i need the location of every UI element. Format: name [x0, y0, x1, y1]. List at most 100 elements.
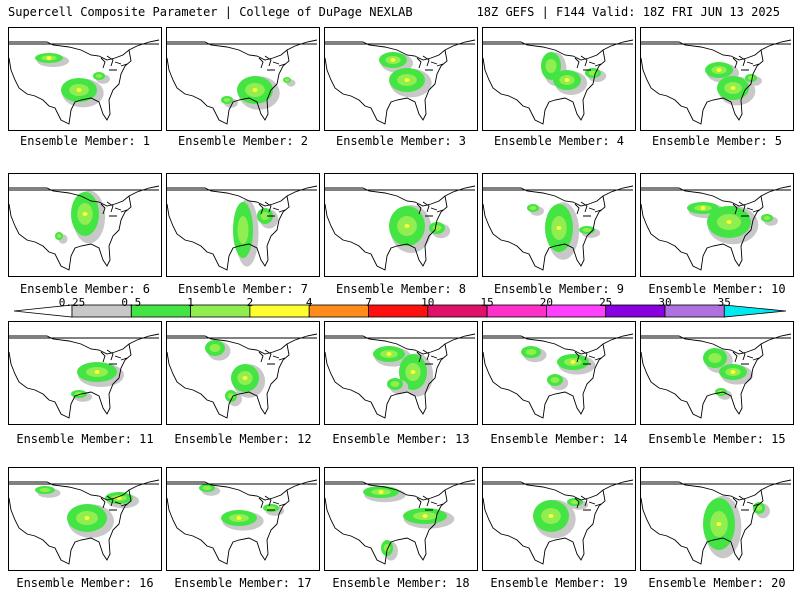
- color-scale-tick-label: 4: [305, 296, 313, 309]
- us-map: [9, 185, 160, 271]
- great-lakes: [574, 349, 602, 365]
- great-lakes: [100, 201, 128, 217]
- coastline: [9, 185, 160, 271]
- scp-shading-high: [730, 86, 736, 90]
- great-lakes: [258, 495, 286, 511]
- coastline: [325, 479, 476, 565]
- scp-shading-high: [76, 88, 82, 92]
- map-panel-member-3: [324, 27, 478, 131]
- scp-shading-high: [94, 370, 100, 374]
- color-scale-bin: [546, 304, 607, 318]
- scp-shading-high: [556, 226, 562, 230]
- map-panel-member-7: [166, 173, 320, 277]
- map-panel-member-13: [324, 321, 478, 425]
- coastline: [167, 479, 318, 565]
- map-panel-member-10: [640, 173, 794, 277]
- color-scale-bin: [308, 304, 369, 318]
- color-scale-tick-label: 30: [658, 296, 672, 309]
- great-lakes: [416, 55, 444, 71]
- color-scale-bin: [190, 304, 251, 318]
- color-scale-bin: [427, 304, 488, 318]
- great-lakes: [258, 201, 286, 217]
- color-scale-high-arrow: [723, 304, 787, 318]
- scp-shading-high: [726, 220, 732, 224]
- ensemble-member-label: Ensemble Member: 20: [648, 576, 786, 590]
- scp-shading-mid: [237, 216, 249, 244]
- ensemble-member-label: Ensemble Member: 3: [335, 134, 467, 148]
- ensemble-member-label: Ensemble Member: 5: [651, 134, 783, 148]
- scp-shading-mid: [708, 353, 722, 363]
- scp-shading-high: [404, 224, 410, 228]
- coastline: [9, 333, 160, 419]
- scp-shading-high: [252, 88, 258, 92]
- scp-shading-high: [548, 514, 554, 518]
- great-lakes: [732, 55, 760, 71]
- great-lakes: [416, 495, 444, 511]
- great-lakes: [100, 55, 128, 71]
- ensemble-member-label: Ensemble Member: 8: [335, 282, 467, 296]
- scp-shading-mid: [260, 212, 270, 220]
- us-map: [167, 39, 318, 125]
- coastline: [167, 185, 318, 271]
- scp-shading-mid: [390, 381, 400, 387]
- great-lakes: [732, 201, 760, 217]
- great-lakes: [258, 349, 286, 365]
- scp-shading-mid: [529, 206, 537, 210]
- us-map: [325, 39, 476, 125]
- map-panel-member-14: [482, 321, 636, 425]
- ensemble-member-label: Ensemble Member: 15: [648, 432, 786, 446]
- coastline: [483, 479, 634, 565]
- scp-shading-high: [242, 376, 248, 380]
- map-panel-member-18: [324, 467, 478, 571]
- color-scale-tick-label: 20: [539, 296, 554, 309]
- great-lakes: [416, 201, 444, 217]
- ensemble-member-label: Ensemble Member: 17: [174, 576, 312, 590]
- coastline: [325, 185, 476, 271]
- scp-shading-mid: [432, 225, 442, 231]
- scp-shading-mid: [545, 59, 557, 73]
- us-map: [641, 333, 792, 419]
- us-map: [167, 333, 318, 419]
- us-map: [325, 479, 476, 565]
- us-map: [325, 333, 476, 419]
- us-map: [483, 479, 634, 565]
- scp-shading-high: [700, 206, 706, 210]
- color-scale-tick-label: 15: [480, 296, 494, 309]
- map-panel-member-6: [8, 173, 162, 277]
- scp-shading-mid: [56, 234, 62, 238]
- coastline: [641, 479, 792, 565]
- color-scale-tick-label: 25: [599, 296, 613, 309]
- scp-shading-high: [410, 370, 416, 374]
- us-map: [9, 479, 160, 565]
- scp-shading-mid: [525, 349, 537, 355]
- map-panel-member-5: [640, 27, 794, 131]
- color-scale-tick-label: 0.25: [58, 296, 86, 309]
- coastline: [641, 185, 792, 271]
- color-scale-tick-label: 0.5: [121, 296, 142, 309]
- map-panel-member-4: [482, 27, 636, 131]
- map-panel-member-17: [166, 467, 320, 571]
- ensemble-member-label: Ensemble Member: 2: [177, 134, 309, 148]
- coastline: [483, 39, 634, 125]
- ensemble-member-label: Ensemble Member: 11: [16, 432, 154, 446]
- coastline: [641, 39, 792, 125]
- color-scale-bin: [664, 304, 725, 318]
- great-lakes: [574, 495, 602, 511]
- color-scale-bin: [486, 304, 547, 318]
- ensemble-member-label: Ensemble Member: 13: [332, 432, 470, 446]
- scp-shading-high: [378, 490, 384, 494]
- coastline: [641, 333, 792, 419]
- us-map: [641, 39, 792, 125]
- color-scale-tick-label: 10: [421, 296, 435, 309]
- scp-shading-high: [46, 56, 52, 60]
- us-map: [483, 333, 634, 419]
- scp-shading-high: [84, 516, 90, 520]
- great-lakes: [574, 201, 602, 217]
- us-map: [167, 479, 318, 565]
- color-scale-bin: [605, 304, 666, 318]
- scp-shading-high: [716, 68, 722, 72]
- color-scale-bin: [368, 304, 429, 318]
- scp-shading-mid: [582, 228, 592, 232]
- color-scale-tick-label: 1: [187, 296, 194, 309]
- scp-shading-mid: [39, 488, 51, 492]
